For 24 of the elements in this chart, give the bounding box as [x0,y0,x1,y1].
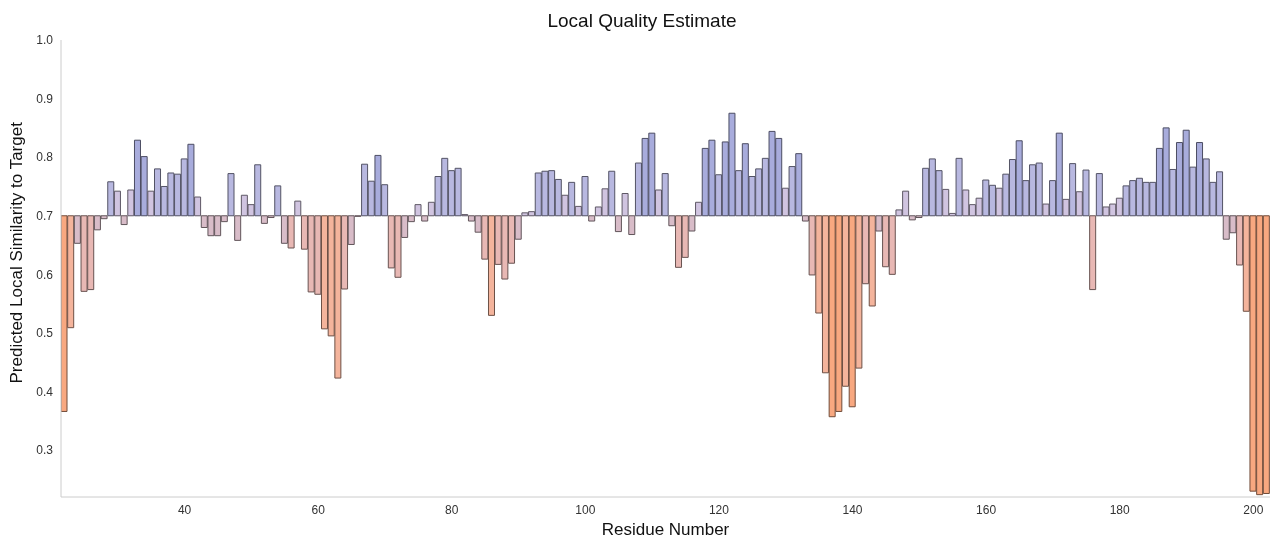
chart-title: Local Quality Estimate [546,10,738,32]
x-tick-label: 200 [1243,502,1264,517]
y-tick-label: 0.8 [36,150,54,165]
bar [294,200,302,217]
y-tick-label: 0.5 [36,326,54,341]
bar [227,173,235,217]
x-tick-label: 40 [177,502,192,517]
y-tick-label: 0.4 [36,384,54,399]
y-tick-label: 0.3 [36,443,54,458]
y-tick-label: 0.6 [36,267,54,282]
y-axis-title: Predicted Local Similarity to Target [7,121,27,384]
y-tick-label: 0.9 [36,91,54,106]
x-tick-label: 140 [842,502,863,517]
bar [1089,215,1097,291]
x-tick-label: 160 [976,502,997,517]
y-tick-label: 1.0 [36,33,54,48]
x-tick-label: 80 [445,502,459,517]
x-axis-title: Residue Number [601,520,730,535]
x-tick-label: 180 [1109,502,1131,517]
x-tick-label: 60 [311,502,326,517]
x-tick-label: 120 [708,502,730,517]
y-tick-label: 0.7 [36,209,54,224]
bar [274,185,282,217]
x-tick-label: 100 [575,502,596,517]
